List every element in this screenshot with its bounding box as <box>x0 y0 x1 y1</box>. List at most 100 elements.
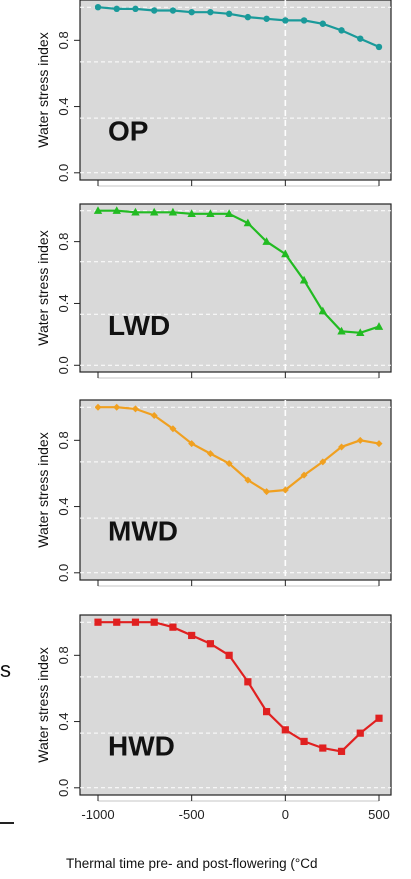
data-point <box>244 476 252 484</box>
series-line <box>98 209 380 334</box>
data-point <box>356 729 364 737</box>
data-point <box>375 43 383 51</box>
y-tick-label: 0.8 <box>56 31 71 49</box>
x-tick-label: 0 <box>282 807 289 822</box>
y-tick-label: 0.8 <box>56 233 71 251</box>
data-point <box>169 623 177 631</box>
plot-background <box>79 399 392 581</box>
data-point <box>94 403 102 411</box>
y-tick-label: 0.8 <box>56 646 71 664</box>
data-point <box>281 249 290 258</box>
data-point <box>151 7 158 14</box>
data-point <box>150 618 158 626</box>
x-tick-label: -500 <box>179 807 205 822</box>
data-point <box>206 209 215 218</box>
data-point <box>375 714 383 722</box>
x-tick-label: 500 <box>368 807 390 822</box>
data-point <box>168 207 178 216</box>
data-point <box>356 328 365 337</box>
data-point <box>188 440 196 448</box>
data-point <box>299 275 309 284</box>
y-axis-label: Water stress index <box>35 32 51 147</box>
panel-hwd: 0.0 0.4 0.8 Water stress index -1000 -500 0 500… <box>35 614 392 871</box>
data-point <box>93 206 103 214</box>
y-tick-label: 0.0 <box>56 356 71 374</box>
data-point <box>150 207 159 216</box>
series-line <box>98 621 380 753</box>
data-point <box>131 405 139 413</box>
data-point <box>132 5 139 13</box>
series-line <box>97 6 380 48</box>
y-tick-label: 0.4 <box>56 713 71 731</box>
data-point <box>206 640 214 648</box>
data-point <box>357 35 364 42</box>
data-point <box>244 13 252 21</box>
data-point <box>300 471 308 479</box>
data-point <box>300 17 308 24</box>
y-axis-label: Water stress index <box>35 647 51 762</box>
x-tick-label: -1000 <box>81 807 114 822</box>
data-point <box>224 209 234 218</box>
panel-label: MWD <box>108 515 178 546</box>
data-point <box>319 458 327 466</box>
data-point <box>281 486 289 494</box>
data-point <box>374 322 384 330</box>
data-point <box>113 5 120 13</box>
y-tick-label: 0.4 <box>56 98 71 116</box>
data-point <box>243 218 253 227</box>
data-point <box>188 631 196 640</box>
data-point <box>281 726 289 734</box>
data-point <box>206 450 214 458</box>
plot-background <box>79 614 392 796</box>
data-point <box>282 17 289 24</box>
data-point <box>338 27 345 34</box>
data-point <box>150 411 158 419</box>
data-point <box>263 708 271 716</box>
panel-lwd: 0.0 0.4 0.8 Water stress index LWD <box>35 203 392 379</box>
y-axis-label: Water stress index <box>35 230 51 345</box>
panel-label: OP <box>108 115 148 146</box>
y-tick-label: 0.4 <box>56 294 71 312</box>
y-tick-label: 0.0 <box>56 164 71 182</box>
panel-mwd: 0.0 0.4 0.8 Water stress index MWD <box>35 399 392 587</box>
y-tick-label: 0.0 <box>56 564 71 582</box>
data-point <box>131 618 140 626</box>
plot-background <box>79 203 392 373</box>
data-point <box>94 618 102 626</box>
y-tick-label: 0.4 <box>56 498 71 516</box>
x-axis-label: Thermal time pre- and post-flowering (°C… <box>66 856 318 871</box>
data-point <box>263 15 270 22</box>
data-point <box>207 8 214 16</box>
data-point <box>112 206 121 214</box>
data-point <box>337 747 346 755</box>
data-point <box>263 488 271 496</box>
clipped-text-fragment: s <box>0 657 11 682</box>
y-tick-label: 0.8 <box>56 431 71 449</box>
data-point <box>319 20 326 27</box>
data-point <box>338 443 346 451</box>
data-point <box>319 744 327 752</box>
panel-label: HWD <box>108 730 175 761</box>
data-point <box>262 237 271 245</box>
plot-background <box>79 0 392 181</box>
data-point <box>169 7 177 14</box>
data-point <box>375 440 383 448</box>
data-point <box>225 460 233 468</box>
data-point <box>131 207 140 216</box>
data-point <box>225 10 233 18</box>
data-point <box>187 209 196 218</box>
data-point <box>94 3 102 11</box>
clipped-rule-fragment <box>0 822 14 824</box>
data-point <box>337 326 346 335</box>
y-axis-label: Water stress index <box>35 432 51 547</box>
data-point <box>300 737 308 746</box>
series-line <box>98 406 380 493</box>
data-point <box>113 618 121 626</box>
data-point <box>356 436 364 444</box>
data-point <box>113 403 121 411</box>
data-point <box>188 8 195 16</box>
data-point <box>169 425 177 433</box>
panel-op: 0.0 0.4 0.8 Water stress index OP <box>35 0 392 187</box>
data-point <box>318 306 327 315</box>
